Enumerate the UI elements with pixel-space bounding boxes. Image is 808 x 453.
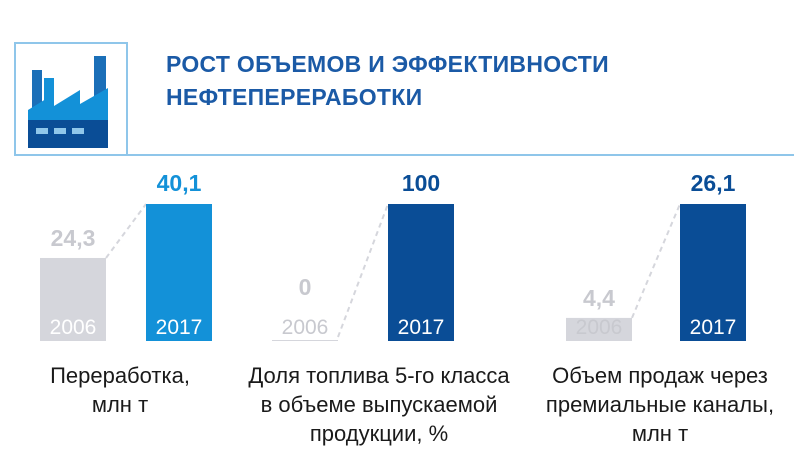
caption-line: Переработка, (50, 363, 190, 388)
bar-2017-2 (388, 204, 454, 341)
baseline-2006-2 (272, 340, 338, 341)
value-label-2017-1: 40,1 (157, 170, 202, 196)
frame-icon-divider (126, 42, 128, 156)
connector-line-2 (337, 203, 389, 338)
caption-line: Доля топлива 5-го класса (248, 363, 510, 388)
caption-line: млн т (631, 421, 689, 446)
year-label-2017-2: 2017 (398, 316, 445, 339)
bar-2017-3 (680, 204, 746, 341)
value-label-2006-2: 0 (299, 274, 312, 300)
value-label-2017-2: 100 (402, 170, 440, 196)
year-label-2006-1: 2006 (50, 316, 97, 339)
year-label-2017-3: 2017 (690, 316, 737, 339)
value-label-2017-3: 26,1 (691, 170, 736, 196)
bar-2017-1 (146, 204, 212, 341)
year-label-2006-3: 2006 (576, 316, 623, 339)
frame-bottom-line (14, 154, 794, 156)
chart-caption-3: Объем продаж через премиальные каналы, млн… (520, 361, 800, 448)
page-title: РОСТ ОБЪЕМОВ И ЭФФЕКТИВНОСТИ НЕФТЕПЕРЕРА… (166, 48, 726, 114)
factory-icon (28, 56, 108, 148)
frame-top-line (14, 42, 128, 44)
caption-line: в объеме выпускаемой (260, 392, 498, 417)
caption-line: премиальные каналы, (545, 392, 775, 417)
header-frame: РОСТ ОБЪЕМОВ И ЭФФЕКТИВНОСТИ НЕФТЕПЕРЕРА… (14, 42, 794, 156)
value-label-2006-3: 4,4 (583, 285, 615, 311)
title-line-2: НЕФТЕПЕРЕРАБОТКИ (166, 84, 423, 110)
frame-left-line (14, 42, 16, 156)
year-label-2017-1: 2017 (156, 316, 203, 339)
value-label-2006-1: 24,3 (51, 225, 96, 251)
bar-2006-3 (566, 317, 632, 341)
bar-2006-1 (40, 257, 106, 341)
chart-caption-1: Переработка, млн т (0, 361, 260, 419)
caption-line: продукции, % (309, 421, 449, 446)
caption-line: млн т (91, 392, 149, 417)
chart-caption-2: Доля топлива 5-го класса в объеме выпуска… (239, 361, 519, 448)
connector-line-3 (631, 203, 681, 319)
title-line-1: РОСТ ОБЪЕМОВ И ЭФФЕКТИВНОСТИ (166, 51, 609, 77)
year-label-2006-2: 2006 (282, 316, 329, 339)
connector-line-1 (105, 203, 147, 259)
caption-line: Объем продаж через (552, 363, 768, 388)
